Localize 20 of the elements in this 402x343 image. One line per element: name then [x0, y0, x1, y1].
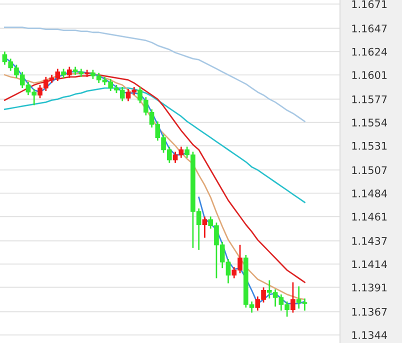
y-tick-label: 1.1414 — [352, 260, 387, 268]
y-tick-label: 1.1484 — [352, 189, 387, 198]
y-tick-label: 1.1391 — [352, 284, 387, 292]
y-tick-label: 1.1437 — [352, 237, 387, 245]
y-tick-label: 1.1461 — [352, 212, 387, 221]
y-tick-label: 1.1367 — [352, 308, 387, 316]
candlestick — [67, 66, 72, 79]
y-tick-label: 1.1601 — [352, 71, 387, 79]
y-tick-label: 1.1647 — [352, 24, 387, 32]
candlestick — [290, 282, 296, 314]
y-tick-label: 1.1531 — [352, 142, 387, 150]
y-tick-label: 1.1344 — [352, 331, 387, 340]
line-series — [4, 26, 306, 122]
y-tick-label: 1.1507 — [352, 166, 387, 174]
y-tick-label: 1.1554 — [352, 118, 387, 127]
y-tick-label: 1.1577 — [352, 96, 387, 104]
y-tick-label: 1.1624 — [352, 48, 387, 56]
candlestick — [61, 68, 66, 79]
candlestick — [202, 216, 208, 238]
y-tick-label: 1.1671 — [352, 0, 387, 8]
